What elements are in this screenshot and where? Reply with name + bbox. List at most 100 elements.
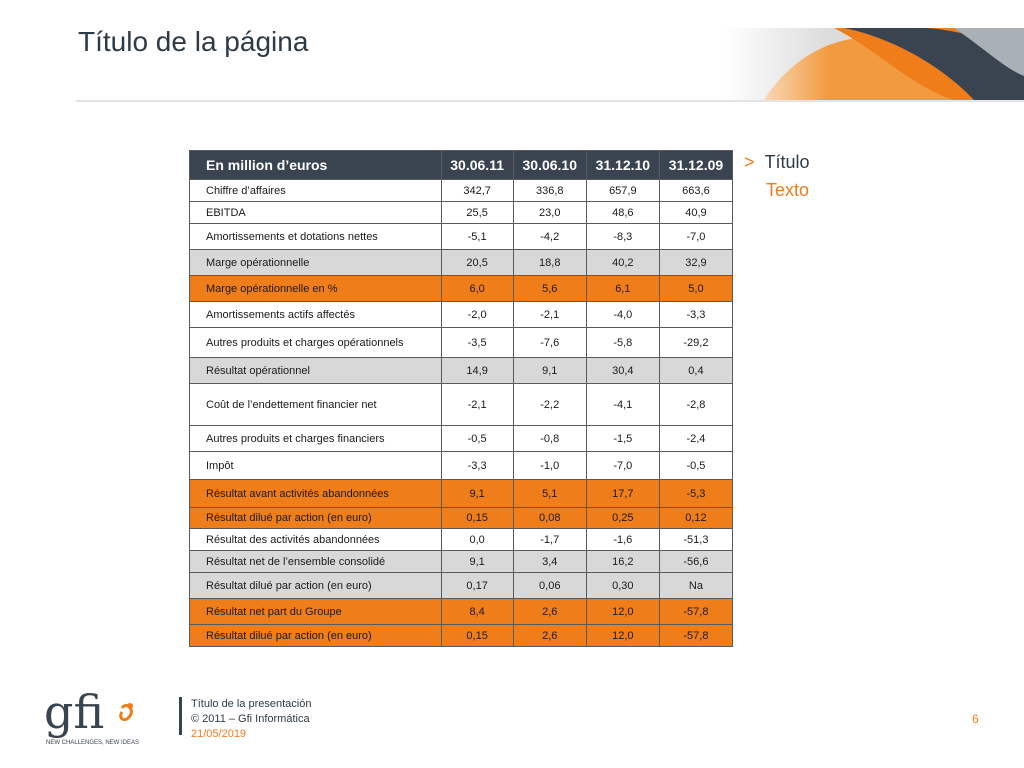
cell-value: -8,3 — [585, 223, 660, 250]
cell-value: -0,8 — [512, 425, 587, 452]
cell-value: -29,2 — [658, 327, 734, 358]
cell-value: 336,8 — [512, 179, 587, 202]
row-label: EBITDA — [189, 201, 442, 224]
side-text: Texto — [766, 180, 810, 200]
row-label: Autres produits et charges financiers — [189, 425, 442, 452]
table-row: Résultat dilué par action (en euro) 0,15 0… — [189, 507, 734, 529]
cell-value: -0,5 — [658, 451, 734, 480]
side-heading: Título — [764, 152, 810, 172]
row-label: Marge opérationnelle en % — [189, 275, 442, 302]
cell-value: 20,5 — [440, 249, 514, 276]
cell-value: 9,1 — [512, 357, 587, 384]
table-row: Résultat des activités abandonnées 0,0 -1,… — [189, 528, 734, 551]
cell-value: -57,8 — [658, 598, 734, 625]
table-row: Résultat avant activités abandonnées 9,1 5… — [189, 479, 734, 508]
column-header: En million d’euros — [189, 150, 442, 180]
column-header: 31.12.09 — [658, 150, 734, 180]
cell-value: -2,1 — [512, 301, 587, 328]
cell-value: 9,1 — [440, 550, 514, 573]
row-label: Résultat avant activités abandonnées — [189, 479, 442, 508]
presentation-title: Título de la presentación — [191, 698, 312, 710]
table-row: Impôt -3,3 -1,0 -7,0 -0,5 — [189, 451, 734, 480]
cell-value: -1,6 — [585, 528, 660, 551]
cell-value: 40,2 — [585, 249, 660, 276]
table-row: Coût de l’endettement financier net -2,1-… — [189, 383, 734, 426]
table-row: Amortissements et dotations nettes -5,1 -4… — [189, 223, 734, 250]
row-label: Marge opérationnelle — [189, 249, 442, 276]
table-row: Résultat net de l’ensemble consolidé 9,1 3… — [189, 550, 734, 573]
table-row: Amortissements actifs affectés -2,0 -2,1 -4… — [189, 301, 734, 328]
cell-value: -56,6 — [658, 550, 734, 573]
cell-value: 663,6 — [658, 179, 734, 202]
cell-value: -7,6 — [512, 327, 587, 358]
cell-value: 0,12 — [658, 507, 734, 529]
row-label: Impôt — [189, 451, 442, 480]
cell-value: 0,08 — [512, 507, 587, 529]
footer-separator — [179, 697, 182, 735]
cell-value: -51,3 — [658, 528, 734, 551]
cell-value: 6,1 — [585, 275, 660, 302]
cell-value: -5,1 — [440, 223, 514, 250]
cell-value: -3,3 — [440, 451, 514, 480]
cell-value: 2,6 — [512, 598, 587, 625]
row-label: Autres produits et charges opérationnels — [189, 327, 442, 358]
cell-value: 48,6 — [585, 201, 660, 224]
cell-value: 0,0 — [440, 528, 514, 551]
cell-value: -1,5 — [585, 425, 660, 452]
logo-tagline: NEW CHALLENGES, NEW IDEAS — [46, 740, 139, 746]
cell-value: 342,7 — [440, 179, 514, 202]
cell-value: 6,0 — [440, 275, 514, 302]
cell-value: 14,9 — [440, 357, 514, 384]
cell-value: -1,0 — [512, 451, 587, 480]
cell-value: -3,5 — [440, 327, 514, 358]
cell-value: 0,4 — [658, 357, 734, 384]
chevron-right-icon: > — [744, 152, 755, 172]
cell-value: -2,0 — [440, 301, 514, 328]
cell-value: -2,1 — [440, 383, 514, 426]
cell-value: 0,06 — [512, 572, 587, 599]
row-label: Chiffre d’affaires — [189, 179, 442, 202]
table-row: Chiffre d’affaires 342,7 336,8 657,9 663,6 — [189, 179, 734, 202]
side-note: > Título Texto — [744, 152, 810, 200]
cell-value: 0,15 — [440, 624, 514, 647]
cell-value: -7,0 — [585, 451, 660, 480]
cell-value: 18,8 — [512, 249, 587, 276]
cell-value: -5,8 — [585, 327, 660, 358]
cell-value: -2,2 — [512, 383, 587, 426]
page-number: 6 — [972, 712, 979, 726]
cell-value: 40,9 — [658, 201, 734, 224]
table-row: Résultat net part du Groupe 8,4 2,6 12,0 -57… — [189, 598, 734, 625]
row-label: Amortissements et dotations nettes — [189, 223, 442, 250]
row-label: Coût de l’endettement financier net — [189, 383, 442, 426]
cell-value: 12,0 — [585, 598, 660, 625]
cell-value: 30,4 — [585, 357, 660, 384]
cell-value: 3,4 — [512, 550, 587, 573]
cell-value: -7,0 — [658, 223, 734, 250]
logo-wordmark: gfi — [44, 685, 104, 739]
column-header: 30.06.10 — [512, 150, 587, 180]
table-row: Résultat dilué par action (en euro) 0,15 2… — [189, 624, 734, 647]
table-row: EBITDA 25,5 23,0 48,6 40,9 — [189, 201, 734, 224]
table-row: Autres produits et charges opérationnels… — [189, 327, 734, 358]
cell-value: -4,0 — [585, 301, 660, 328]
row-label: Amortissements actifs affectés — [189, 301, 442, 328]
cell-value: 8,4 — [440, 598, 514, 625]
cell-value: -2,8 — [658, 383, 734, 426]
cell-value: 5,0 — [658, 275, 734, 302]
cell-value: 0,17 — [440, 572, 514, 599]
table-row: Autres produits et charges financiers -0,… — [189, 425, 734, 452]
financial-table: En million d’euros 30.06.11 30.06.10 31.… — [189, 150, 734, 647]
cell-value: 0,15 — [440, 507, 514, 529]
cell-value: 16,2 — [585, 550, 660, 573]
table-row: Résultat dilué par action (en euro) 0,17 0… — [189, 572, 734, 599]
table-row: Marge opérationnelle 20,5 18,8 40,2 32,9 — [189, 249, 734, 276]
cell-value: Na — [658, 572, 734, 599]
cell-value: -2,4 — [658, 425, 734, 452]
cell-value: 5,1 — [512, 479, 587, 508]
cell-value: 25,5 — [440, 201, 514, 224]
cell-value: -57,8 — [658, 624, 734, 647]
footer-info: Título de la presentación © 2011 – Gfi I… — [191, 697, 311, 742]
cell-value: 0,30 — [585, 572, 660, 599]
decorative-swoosh-graphic — [724, 28, 1024, 100]
copyright: © 2011 – Gfi Informática — [191, 713, 310, 725]
